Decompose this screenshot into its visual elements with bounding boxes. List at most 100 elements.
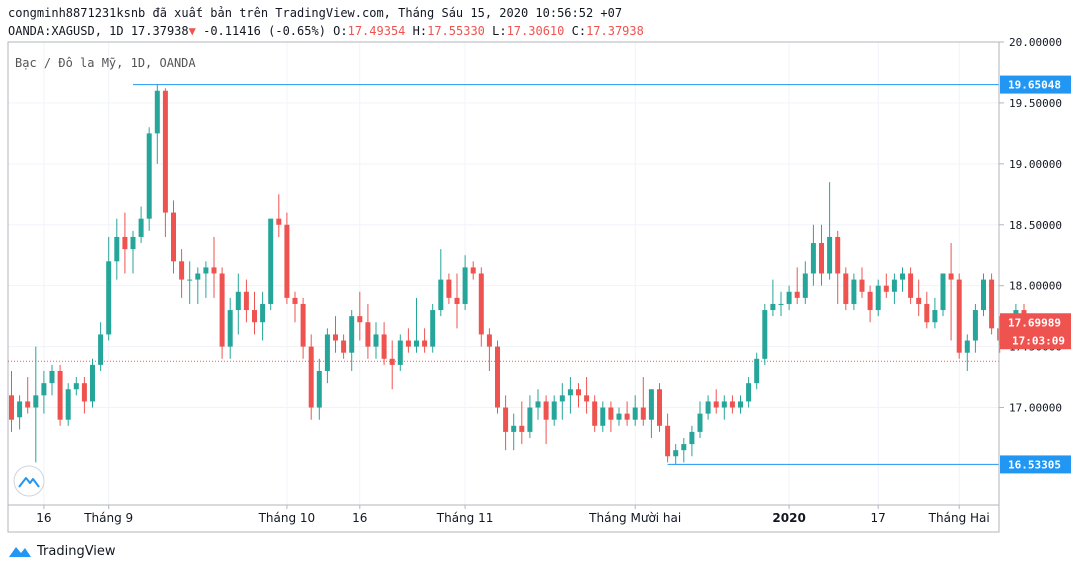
candle-body <box>673 450 679 457</box>
candle-body <box>114 236 120 262</box>
candle-body <box>697 413 703 432</box>
x-tick-label: Tháng Mười hai <box>588 511 681 525</box>
candle-body <box>535 401 541 408</box>
candle-body <box>891 279 897 292</box>
candle-body <box>770 303 776 311</box>
candle-body <box>495 346 500 408</box>
candle-body <box>843 273 849 304</box>
candle-body <box>997 328 1003 341</box>
candle-body <box>754 358 760 384</box>
x-tick-label: 16 <box>352 511 367 525</box>
x-tick-label: 16 <box>36 511 51 525</box>
candle-body <box>875 285 881 311</box>
candle-body <box>154 90 160 134</box>
candle-body <box>681 444 687 451</box>
candle-body <box>948 273 954 280</box>
candle-body <box>9 395 14 420</box>
mountain-icon <box>18 477 40 488</box>
candle-body <box>17 401 23 418</box>
candle-body <box>713 401 719 408</box>
candle-body <box>778 303 784 305</box>
symbol-label: OANDA:XAGUSD, 1D <box>8 24 124 38</box>
candle-body <box>956 279 962 353</box>
candle-body <box>203 267 209 274</box>
low-value: 17.30610 <box>506 24 565 38</box>
candle-body <box>705 401 711 414</box>
candle-body <box>438 279 444 311</box>
candle-body <box>227 310 233 347</box>
candle-body <box>810 243 816 274</box>
candle-body <box>179 261 185 280</box>
candle-body <box>373 334 379 347</box>
candle-body <box>171 212 176 262</box>
candle-body <box>333 334 338 341</box>
y-tick-label: 18.00000 <box>1009 280 1062 293</box>
candle-body <box>527 407 533 432</box>
candle-body <box>470 267 476 274</box>
candle-body <box>689 431 695 445</box>
candle-body <box>511 425 517 432</box>
y-tick-label: 19.00000 <box>1009 158 1062 171</box>
candle-body <box>729 401 735 408</box>
candle-body <box>243 291 249 311</box>
current-price-label: 17.69989 <box>1008 316 1061 329</box>
candle-body <box>503 407 509 432</box>
x-tick-label: Tháng Hai <box>928 511 990 525</box>
candle-body <box>657 389 662 426</box>
candle-body <box>187 279 193 281</box>
candle-body <box>446 279 452 298</box>
candle-body <box>932 310 938 323</box>
candle-body <box>25 401 31 408</box>
candle-body <box>640 407 646 420</box>
candle-body <box>908 273 914 298</box>
candle-body <box>608 407 614 420</box>
candle-body <box>478 273 484 335</box>
candle-body <box>721 401 727 408</box>
candle-body <box>972 310 978 341</box>
candle-body <box>389 358 395 365</box>
y-tick-label: 17.00000 <box>1009 402 1062 415</box>
x-tick-label: 2020 <box>772 511 805 525</box>
candle-body <box>746 383 752 402</box>
candle-body <box>592 401 598 426</box>
candle-body <box>567 389 573 396</box>
candle-body <box>600 407 606 426</box>
candle-body <box>486 334 492 347</box>
y-tick-label: 20.00000 <box>1009 36 1062 49</box>
chart-title: Bạc / Đô la Mỹ, 1D, OANDA <box>15 56 196 70</box>
candle-body <box>867 291 873 311</box>
candle-body <box>365 322 371 347</box>
candle-body <box>122 236 128 250</box>
candle-body <box>802 273 808 298</box>
x-tick-label: Tháng 11 <box>436 511 494 525</box>
candle-body <box>576 389 581 396</box>
candle-body <box>98 334 104 365</box>
candle-body <box>616 413 622 420</box>
candle-body <box>648 389 654 420</box>
current-price-tag <box>1000 313 1071 350</box>
auto-scale-button[interactable] <box>13 465 45 497</box>
candle-body <box>252 310 257 323</box>
y-tick-label: 18.50000 <box>1009 219 1062 232</box>
close-label: C: <box>571 24 587 38</box>
candle-body <box>292 297 298 304</box>
candle-body <box>624 413 630 420</box>
candle-body <box>211 267 217 274</box>
brand[interactable]: TradingView <box>8 541 116 561</box>
candles <box>9 84 1027 465</box>
candle-body <box>235 291 241 311</box>
candle-body <box>260 303 266 323</box>
candle-body <box>268 218 274 304</box>
brand-name: TradingView <box>37 543 116 559</box>
horizontal-line-price-tag <box>1000 455 1071 474</box>
candle-body <box>81 383 87 402</box>
candle-body <box>916 297 922 304</box>
candle-body <box>195 273 201 280</box>
horizontal-line-price-tag <box>1000 75 1071 94</box>
candle-body <box>405 340 411 347</box>
candle-body <box>219 273 225 347</box>
candle-body <box>835 236 841 274</box>
candle-body <box>819 243 824 274</box>
axes: 17.0000017.5000018.0000018.5000019.00000… <box>8 36 1071 532</box>
